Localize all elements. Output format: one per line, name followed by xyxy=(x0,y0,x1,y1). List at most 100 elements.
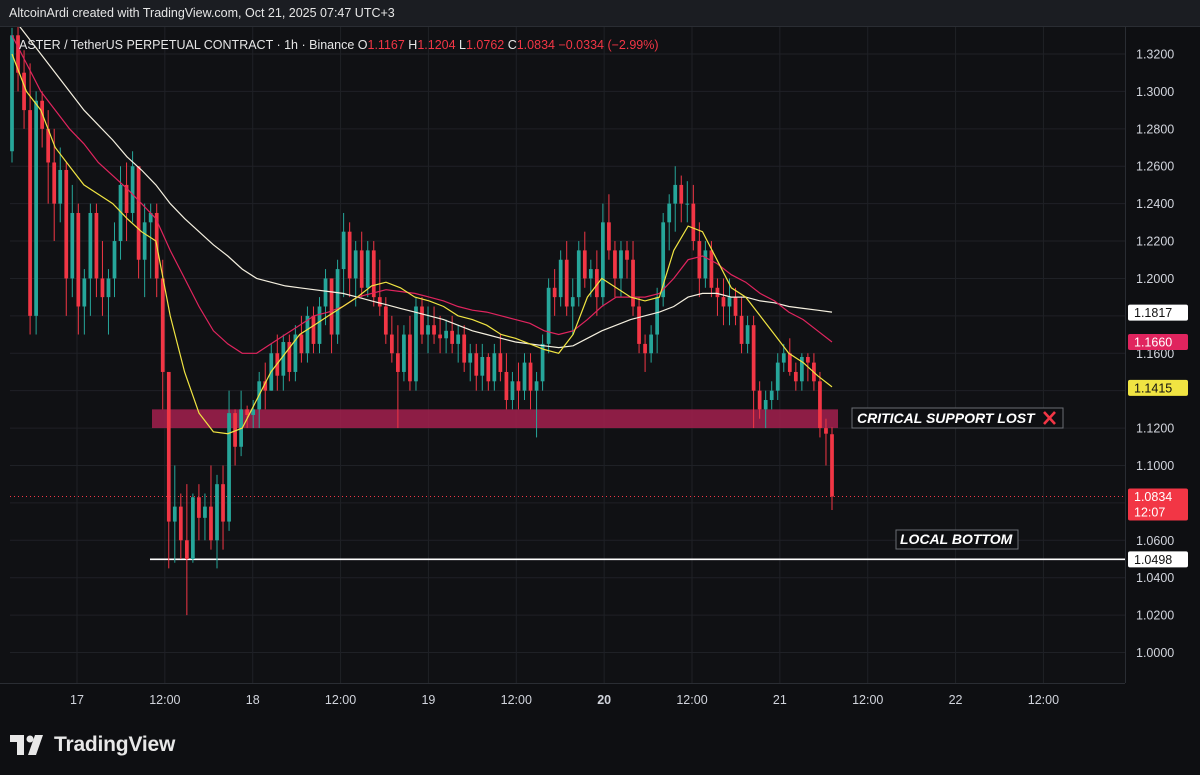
candle xyxy=(468,343,473,382)
candle-body xyxy=(353,250,358,279)
candle-body xyxy=(396,353,400,372)
candle xyxy=(818,371,822,438)
candle xyxy=(166,371,171,569)
candle xyxy=(582,231,587,288)
candle-body xyxy=(697,241,702,279)
candle-body xyxy=(172,506,177,522)
y-tick-label: 1.0200 xyxy=(1136,609,1174,623)
candle-body xyxy=(10,35,14,152)
candle xyxy=(486,353,491,391)
candle-body xyxy=(94,212,99,279)
candle xyxy=(396,325,400,429)
legend-line: ASTER / TetherUS PERPETUAL CONTRACT · 1h… xyxy=(19,38,659,52)
candle-body xyxy=(46,128,51,163)
candle xyxy=(58,147,63,223)
candle-body xyxy=(480,356,485,376)
candle-body xyxy=(504,371,509,401)
candle-body xyxy=(76,212,81,307)
candle-body xyxy=(619,250,623,279)
candle xyxy=(516,362,521,410)
candle xyxy=(528,353,533,410)
candle-body xyxy=(739,315,744,344)
x-tick-time-label: 12:00 xyxy=(501,693,532,707)
x-tick-time-label: 12:00 xyxy=(1028,693,1059,707)
candle xyxy=(323,269,328,326)
candle-body xyxy=(818,381,822,429)
candle xyxy=(136,166,141,279)
x-axis-ticks: 17 12:00 18 12:00 19 12:00 20 12:00 21 12:00 22 12:… xyxy=(70,693,1059,707)
candle xyxy=(88,203,93,316)
candle-body xyxy=(613,250,617,279)
ema-mid-line xyxy=(11,35,833,354)
y-tick-label: 1.3200 xyxy=(1136,48,1174,62)
tradingview-logo-icon xyxy=(10,735,43,755)
credit-text: AltcoinArdi created with TradingView.com… xyxy=(9,6,395,20)
legend-l-value: 1.0762 xyxy=(466,38,508,52)
x-tick-day-label: 19 xyxy=(421,693,435,707)
candle xyxy=(757,381,762,419)
tradingview-logo: TradingView xyxy=(10,731,175,759)
candle-body xyxy=(130,166,135,213)
candle xyxy=(335,259,340,344)
candle-body xyxy=(142,222,147,260)
x-tick-time-label: 12:00 xyxy=(676,693,707,707)
candle-body xyxy=(474,353,479,376)
x-tick-time-label: 12:00 xyxy=(325,693,356,707)
candle-body xyxy=(721,297,726,307)
candle xyxy=(251,400,256,429)
candle xyxy=(462,325,467,372)
y-tick-label: 1.1600 xyxy=(1136,347,1174,361)
candle-body xyxy=(82,278,87,307)
candle-body xyxy=(607,222,611,251)
ema-slow-line xyxy=(11,16,833,349)
candle xyxy=(498,334,503,382)
candle xyxy=(564,241,569,316)
candle xyxy=(287,334,292,382)
candle xyxy=(763,390,768,429)
price-tag xyxy=(1128,551,1188,568)
candle xyxy=(52,128,57,242)
annotation-box xyxy=(895,529,1019,550)
candle-body xyxy=(299,334,304,354)
candle xyxy=(311,306,316,354)
ema-fast-line xyxy=(11,53,833,435)
candle-body xyxy=(203,506,207,518)
candle-body xyxy=(58,169,63,204)
candle-body xyxy=(311,315,316,344)
candle xyxy=(142,203,147,298)
y-tick-label: 1.2400 xyxy=(1136,197,1174,211)
candle xyxy=(70,184,75,298)
candle xyxy=(745,315,750,354)
candle-body xyxy=(160,278,165,372)
y-tick-label: 1.0000 xyxy=(1136,646,1174,660)
candle xyxy=(359,231,364,298)
price-tag xyxy=(1128,304,1188,321)
candle-body xyxy=(570,297,575,307)
candle-body xyxy=(510,381,515,401)
candle-body xyxy=(709,250,714,288)
candle xyxy=(124,162,129,242)
candle xyxy=(227,390,231,531)
candle-body xyxy=(191,497,195,559)
price-tag-label: 1.1415 xyxy=(1134,381,1172,395)
candle-body xyxy=(251,409,256,415)
candle-body xyxy=(245,409,250,415)
candle xyxy=(148,203,153,279)
candle-body xyxy=(824,428,828,434)
candle-body xyxy=(498,353,503,372)
candle xyxy=(793,362,798,391)
candle-body xyxy=(221,484,225,522)
candle xyxy=(456,325,461,363)
candle-body xyxy=(100,278,105,298)
annotation-critical-support-text: CRITICAL SUPPORT LOST xyxy=(857,410,1036,426)
candle-body xyxy=(359,250,364,288)
candle-body xyxy=(34,100,38,316)
candle-body xyxy=(64,169,69,279)
candle-body xyxy=(582,250,587,279)
price-tag-label: 1.1817 xyxy=(1134,306,1172,320)
legend-l-label: L xyxy=(459,38,466,52)
candle-body xyxy=(197,497,201,518)
price-tag-label: 1.0498 xyxy=(1134,553,1172,567)
logo-text: TradingView xyxy=(54,733,176,756)
